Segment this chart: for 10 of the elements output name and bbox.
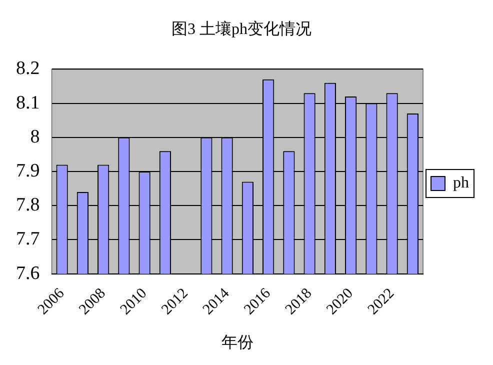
x-axis-title: 年份 [221, 334, 254, 352]
y-tick-label: 7.8 [16, 194, 40, 216]
y-tick-label: 8.2 [16, 58, 40, 80]
y-tick-label: 7.7 [16, 228, 40, 250]
y-tick-label: 8 [30, 126, 40, 148]
y-tick-label: 8.1 [16, 92, 40, 114]
legend-label: ph [453, 174, 469, 192]
y-tick-label: 7.9 [16, 160, 40, 182]
y-tick-label: 7.6 [16, 262, 40, 284]
chart-title: 图3 土壤ph变化情况 [172, 20, 312, 38]
